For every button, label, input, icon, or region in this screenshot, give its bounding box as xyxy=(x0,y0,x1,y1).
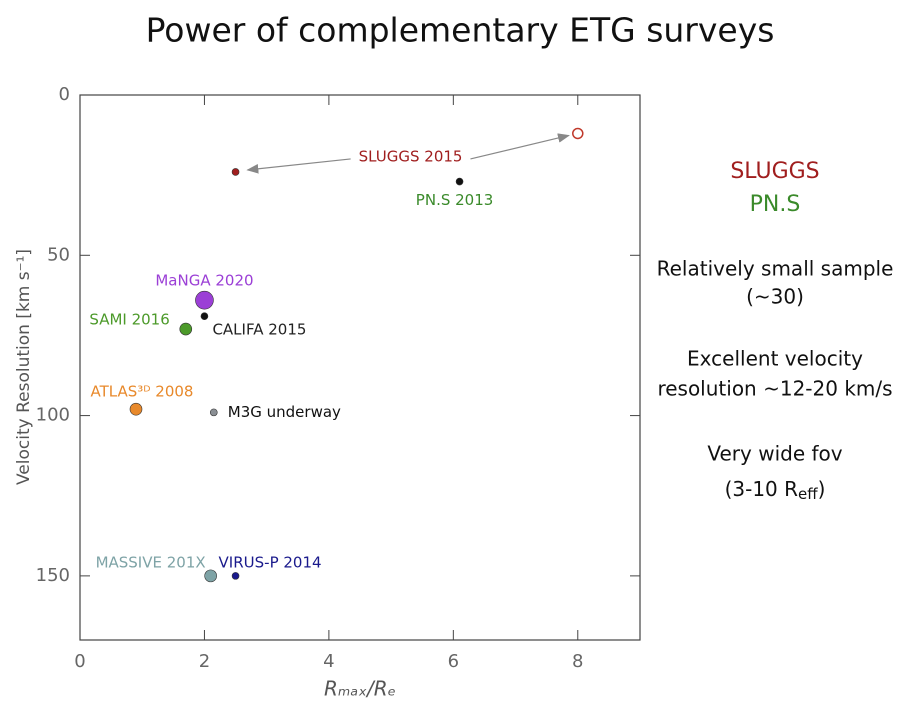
point-label: MaNGA 2020 xyxy=(155,272,253,290)
y-tick-label: 100 xyxy=(36,405,70,426)
note-text: (3-10 R xyxy=(725,477,799,501)
note-subscript: eff xyxy=(798,485,818,503)
x-tick-label: 4 xyxy=(323,651,334,672)
y-tick-label: 0 xyxy=(59,84,70,105)
note-line: (~30) xyxy=(746,285,804,309)
data-point xyxy=(231,168,240,176)
point-label: CALIFA 2015 xyxy=(212,321,306,339)
note-line: (3-10 Reff) xyxy=(725,477,826,503)
data-point xyxy=(572,127,584,140)
note-line: Relatively small sample xyxy=(657,257,894,281)
point-label: MASSIVE 201X xyxy=(96,553,206,571)
point-label: PN.S 2013 xyxy=(416,191,494,209)
x-tick-label: 8 xyxy=(572,651,583,672)
note-pns: PN.S xyxy=(750,192,801,217)
x-tick-label: 2 xyxy=(199,651,210,672)
note-line: Very wide fov xyxy=(707,442,842,466)
x-axis-label: Rₘₐₓ/Rₑ xyxy=(324,677,396,701)
data-point xyxy=(204,569,217,583)
data-point xyxy=(455,177,464,186)
data-point xyxy=(209,408,218,417)
data-point xyxy=(179,322,193,336)
plot-frame xyxy=(79,94,641,641)
x-tick-label: 6 xyxy=(448,651,459,672)
data-point xyxy=(231,572,240,580)
point-label: M3G underway xyxy=(228,403,341,421)
x-tick-label: 0 xyxy=(74,651,85,672)
data-point xyxy=(195,290,214,310)
point-label: ATLAS³ᴰ 2008 xyxy=(91,383,194,401)
note-line: Excellent velocity xyxy=(687,347,863,371)
point-label: SAMI 2016 xyxy=(89,311,169,329)
slide-title: Power of complementary ETG surveys xyxy=(146,11,775,50)
pointer-arrow xyxy=(470,133,570,160)
note-line: resolution ~12-20 km/s xyxy=(657,377,892,401)
data-point xyxy=(200,312,209,321)
point-label: SLUGGS 2015 xyxy=(359,147,463,165)
y-tick-label: 50 xyxy=(47,244,70,265)
y-axis-label: Velocity Resolution [km s⁻¹] xyxy=(14,249,34,485)
note-text: ) xyxy=(818,477,826,501)
note-sluggs: SLUGGS xyxy=(730,159,819,184)
data-point xyxy=(129,402,143,416)
point-label: VIRUS-P 2014 xyxy=(219,553,322,571)
pointer-arrow xyxy=(246,158,351,174)
y-tick-label: 150 xyxy=(36,565,70,586)
